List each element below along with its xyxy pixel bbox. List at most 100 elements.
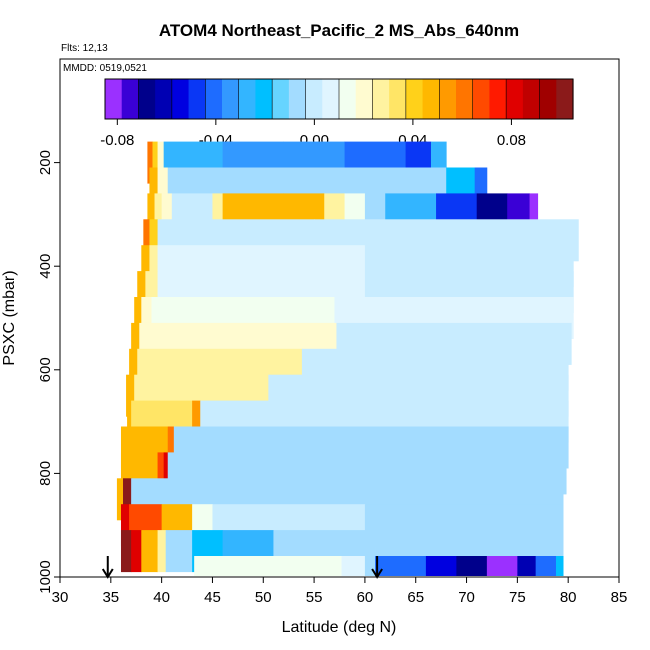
colorbar-swatch [472, 79, 491, 119]
colorbar-swatch [539, 79, 557, 119]
x-tick-label: 40 [153, 589, 170, 606]
chart-title: ATOM4 Northeast_Pacific_2 MS_Abs_640nm [159, 21, 519, 40]
colorbar-swatch [372, 79, 390, 119]
heatmap-cell [120, 530, 132, 573]
colorbar-swatch [222, 79, 240, 119]
y-tick-label: 600 [37, 357, 54, 382]
annotation-dates: MMDD: 0519,0521 [63, 63, 147, 74]
colorbar-swatch [489, 79, 507, 119]
colorbar-swatch [121, 79, 140, 119]
colorbar-swatch [522, 79, 541, 119]
heatmap-cell [165, 530, 193, 573]
x-tick-label: 50 [255, 589, 272, 606]
colorbar-swatch [272, 79, 290, 119]
colorbar-swatch [138, 79, 156, 119]
heatmap-cell [157, 167, 169, 210]
heatmap-cell [129, 348, 138, 391]
heatmap-cell [149, 219, 158, 262]
heatmap-cell [212, 193, 224, 236]
colorbar-tick-label: -0.08 [100, 132, 134, 149]
heatmap-cell [143, 219, 150, 262]
heatmap-cell [141, 530, 158, 573]
x-tick-label: 60 [357, 589, 374, 606]
heatmap-cell [152, 141, 158, 184]
colorbar-swatch [305, 79, 323, 119]
heatmap-cell [127, 400, 132, 443]
colorbar-swatch [322, 79, 340, 119]
heatmap-cell [157, 141, 165, 184]
heatmap-cell [456, 556, 488, 576]
heatmap-cell [149, 245, 158, 288]
colorbar-swatch [288, 79, 307, 119]
colorbar-swatch [506, 79, 524, 119]
colorbar-swatch [255, 79, 273, 119]
heatmap-cell [486, 556, 518, 576]
y-tick-label: 800 [37, 461, 54, 486]
x-tick-label: 70 [458, 589, 475, 606]
latitude-arrow-head [101, 568, 114, 579]
heatmap-cell [134, 297, 142, 339]
heatmap-cell [517, 556, 537, 576]
colorbar-swatch [171, 79, 190, 119]
plot-frame [59, 58, 620, 578]
heatmap-cell [149, 167, 158, 210]
heatmap-cell [194, 556, 342, 576]
y-tick-label: 200 [37, 150, 54, 175]
heatmap-cell [535, 556, 557, 576]
heatmap-cell [167, 426, 175, 469]
heatmap-cell [141, 245, 150, 288]
colorbar-swatch [389, 79, 407, 119]
heatmap-cell [157, 452, 165, 495]
heatmap-cell [529, 193, 539, 236]
annotation-flights: Flts: 12,13 [61, 43, 108, 54]
y-tick-label: 1000 [37, 560, 54, 593]
x-tick-label: 35 [102, 589, 119, 606]
heatmap-cell [120, 504, 130, 547]
colorbar-swatch [355, 79, 374, 119]
heatmap-cell [147, 141, 153, 184]
colorbar-swatch [188, 79, 206, 119]
colorbar-swatch [439, 79, 457, 119]
heatmap-cell [131, 530, 142, 573]
latitude-arrow-head [371, 568, 383, 579]
heatmap-cell [192, 400, 201, 443]
colorbar-swatch [155, 79, 173, 119]
heatmap-cell [126, 374, 135, 417]
y-axis: 200 400 600 800 1000 [37, 150, 60, 594]
colorbar-swatch [422, 79, 440, 119]
heatmap-cell [157, 530, 167, 573]
heatmap-cell [425, 556, 457, 576]
heatmap-cell [375, 556, 427, 576]
x-axis-label: Latitude (deg N) [282, 619, 397, 636]
x-tick-label: 55 [306, 589, 323, 606]
y-axis-label: PSXC (mbar) [1, 270, 18, 365]
heatmap-cell [147, 193, 155, 236]
x-tick-label: 45 [204, 589, 221, 606]
x-tick-label: 65 [407, 589, 424, 606]
colorbar-frame [104, 78, 574, 120]
y-tick-label: 400 [37, 254, 54, 279]
heatmap-cell [116, 478, 124, 521]
x-tick-label: 85 [611, 589, 628, 606]
colorbar-swatch [339, 79, 357, 119]
heatmap-cell [154, 193, 163, 236]
colorbar: -0.08 -0.04 0.00 0.04 0.08 [100, 78, 574, 149]
heatmap-cells [116, 141, 579, 576]
heatmap-cell [161, 193, 173, 236]
colorbar-swatch [105, 79, 123, 119]
x-tick-label: 80 [560, 589, 577, 606]
heatmap-cell [163, 452, 169, 495]
colorbar-swatch [405, 79, 424, 119]
heatmap-cell [123, 478, 132, 521]
x-tick-label: 30 [52, 589, 69, 606]
x-axis: 30 35 40 45 50 55 60 65 70 75 80 85 [52, 577, 628, 606]
colorbar-swatch [205, 79, 223, 119]
heatmap-cell [364, 556, 376, 576]
colorbar-tick-label: 0.08 [497, 132, 526, 149]
latitude-arrows [101, 556, 383, 579]
heatmap-cell [341, 556, 366, 576]
x-tick-label: 75 [509, 589, 526, 606]
colorbar-swatch [456, 79, 474, 119]
heatmap-cell [141, 297, 152, 339]
heatmap-cell [555, 556, 564, 576]
